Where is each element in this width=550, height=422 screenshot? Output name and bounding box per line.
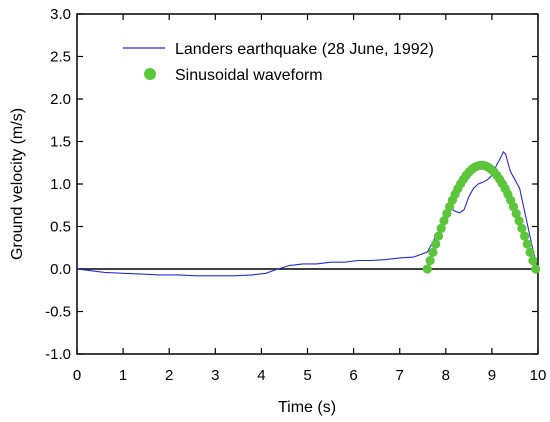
x-axis-ticks: 0 1 2 3 4 5 6 7 8 9 10: [73, 14, 547, 384]
sinusoidal-point: [514, 216, 524, 226]
x-tick-label: 4: [257, 367, 265, 384]
plot-area: 0 1 2 3 4 5 6 7 8 9 10 -1.0 -0.5 0.0 0.5 1.0 1.5 2.0 2.5 3…: [45, 6, 546, 384]
series-layer: [76, 151, 541, 277]
y-tick-label: -0.5: [45, 304, 71, 321]
sinusoidal-point: [522, 239, 532, 249]
sinusoidal-point: [439, 216, 449, 226]
sinusoidal-point: [425, 256, 435, 266]
sinusoidal-point: [531, 264, 541, 274]
sinusoidal-point: [428, 247, 438, 257]
x-axis-label: Time (s): [278, 399, 336, 416]
x-tick-label: 5: [303, 367, 311, 384]
sinusoidal-point: [517, 223, 527, 233]
y-tick-label: 2.5: [50, 49, 71, 66]
sinusoidal-point: [436, 223, 446, 233]
y-axis-label: Ground velocity (m/s): [9, 108, 26, 260]
x-tick-label: 7: [396, 367, 404, 384]
sinusoidal-point: [519, 231, 530, 241]
y-tick-label: 0.0: [50, 261, 71, 278]
series-line-landers: [76, 151, 539, 277]
legend-label-sinusoidal: Sinusoidal waveform: [175, 67, 323, 84]
sinusoidal-point: [511, 208, 521, 219]
y-tick-label: 1.0: [50, 176, 71, 193]
sinusoidal-point: [525, 247, 535, 257]
sinusoidal-point: [433, 231, 444, 241]
x-tick-label: 6: [349, 367, 357, 384]
y-tick-label: 3.0: [50, 6, 71, 23]
x-tick-label: 10: [530, 367, 547, 384]
sinusoidal-point: [422, 264, 432, 274]
x-tick-label: 9: [488, 367, 496, 384]
x-tick-label: 8: [442, 367, 450, 384]
y-tick-label: -1.0: [45, 346, 71, 363]
plot-frame: [76, 13, 539, 355]
sinusoidal-point: [431, 239, 441, 249]
y-axis-ticks: -1.0 -0.5 0.0 0.5 1.0 1.5 2.0 2.5 3.0: [45, 6, 538, 363]
legend-label-landers: Landers earthquake (28 June, 1992): [175, 41, 434, 58]
y-tick-label: 2.0: [50, 91, 71, 108]
legend-marker-swatch: [144, 68, 156, 80]
x-tick-label: 0: [73, 367, 81, 384]
y-tick-label: 1.5: [50, 134, 71, 151]
sinusoidal-point: [528, 256, 538, 266]
x-tick-label: 2: [165, 367, 173, 384]
x-tick-label: 1: [119, 367, 127, 384]
y-tick-label: 0.5: [50, 219, 71, 236]
x-tick-label: 3: [211, 367, 219, 384]
legend: Landers earthquake (28 June, 1992) Sinus…: [123, 41, 434, 84]
